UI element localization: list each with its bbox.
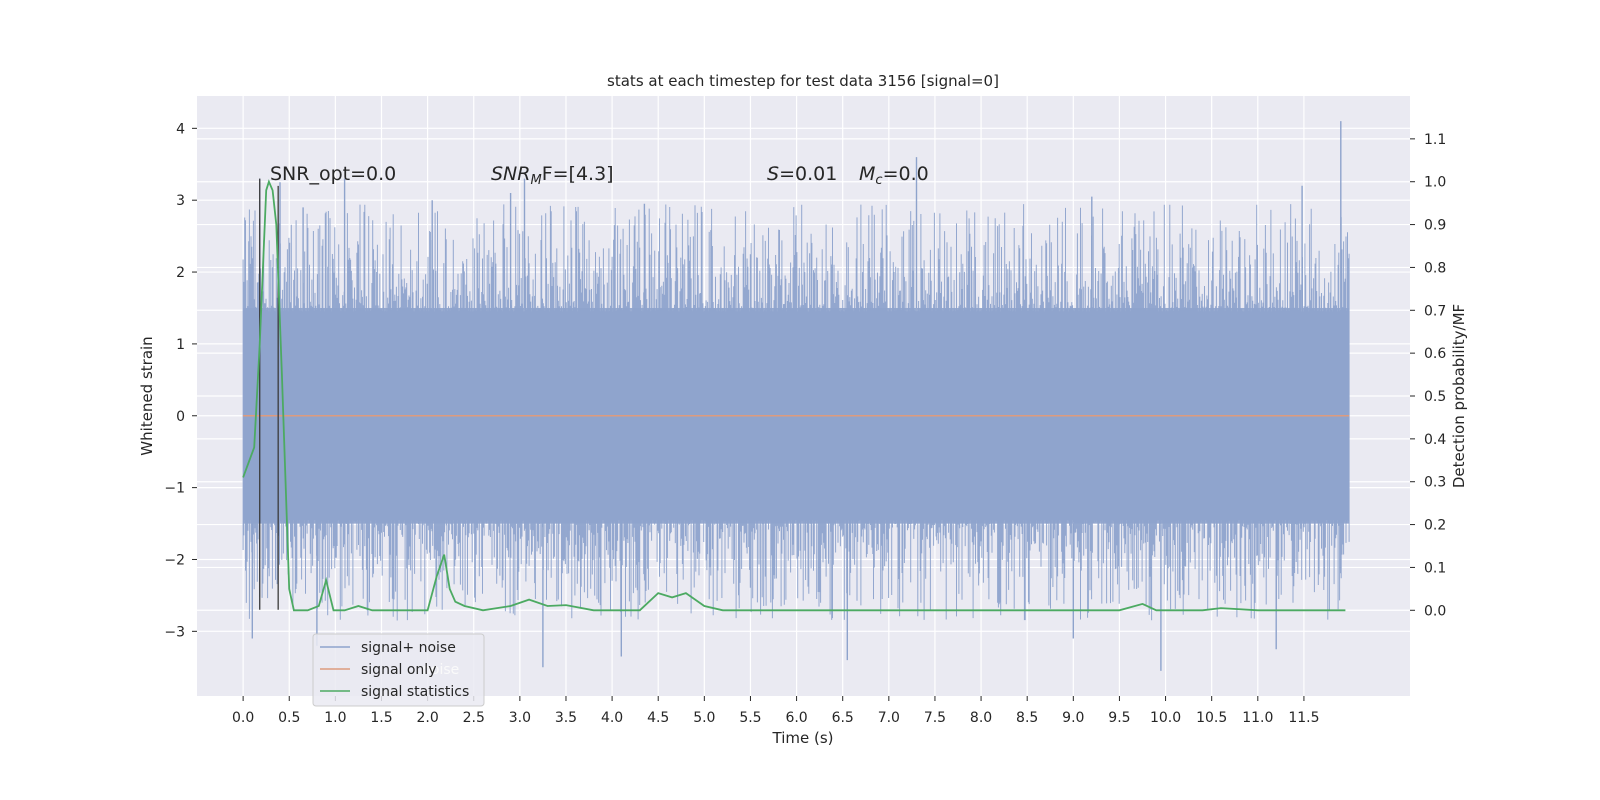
y-tick-label: 1 <box>176 337 185 353</box>
x-tick-label: 7.0 <box>878 710 900 726</box>
y-axis-label: Whitened strain <box>138 336 156 455</box>
chart-title: stats at each timestep for test data 315… <box>607 72 999 90</box>
x-tick-label: 9.0 <box>1062 710 1084 726</box>
y-tick-label: −1 <box>164 481 185 497</box>
y-tick-label: 3 <box>176 193 185 209</box>
legend: noise signal+ noise signal only signal s… <box>312 633 485 707</box>
x-tick-label: 3.5 <box>555 710 577 726</box>
y-right-tick-label: 0.6 <box>1424 346 1446 362</box>
x-tick-label: 0.0 <box>232 710 254 726</box>
x-tick-label: 2.0 <box>416 710 438 726</box>
y-tick-label: −2 <box>164 552 185 568</box>
y-tick-label: 4 <box>176 121 185 137</box>
x-tick-label: 3.0 <box>509 710 531 726</box>
y-tick-label: −3 <box>164 624 185 640</box>
x-tick-label: 5.0 <box>693 710 715 726</box>
x-tick-label: 7.5 <box>924 710 946 726</box>
snr-mf-sub: M <box>530 173 541 188</box>
y-right-tick-label: 0.8 <box>1424 260 1446 276</box>
x-tick-label: 4.5 <box>647 710 669 726</box>
x-tick-label: 0.5 <box>278 710 300 726</box>
mc-rest: =0.0 <box>883 163 929 185</box>
y-right-tick-label: 1.0 <box>1424 175 1446 191</box>
signal-statistics-series <box>242 179 1346 612</box>
y-right-tick-label: 0.2 <box>1424 518 1446 534</box>
x-tick-label: 9.5 <box>1108 710 1130 726</box>
annotation-mc: Mc=0.0 <box>859 163 929 188</box>
y-tick-label: 2 <box>176 265 185 281</box>
mc-base: M <box>859 163 875 185</box>
signal-statistics-line <box>242 179 1346 612</box>
y-tick-label: 0 <box>176 409 185 425</box>
y-right-tick-label: 1.1 <box>1424 132 1446 148</box>
snr-mf-base: SNR <box>491 163 530 185</box>
x-tick-label: 10.5 <box>1196 710 1227 726</box>
x-tick-label: 8.0 <box>970 710 992 726</box>
noise-trace <box>242 204 1350 621</box>
x-tick-label: 11.0 <box>1242 710 1273 726</box>
x-tick-label: 1.5 <box>370 710 392 726</box>
x-tick-label: 10.0 <box>1150 710 1181 726</box>
y-right-tick-label: 0.5 <box>1424 389 1446 405</box>
y-right-tick-label: 0.1 <box>1424 560 1446 576</box>
x-axis-label: Time (s) <box>772 729 834 747</box>
x-tick-label: 4.0 <box>601 710 623 726</box>
legend-box <box>312 633 485 707</box>
s-base: S <box>767 163 779 185</box>
y-axis-label-right: Detection probability/MF <box>1450 304 1468 488</box>
snr-mf-rest: F=[4.3] <box>542 163 614 185</box>
legend-label-noise: signal+ noise <box>361 640 456 656</box>
tick-layer: 0.0 0.5 1.0 1.5 2.0 2.5 3.0 3.5 4.0 4.5 5.0 5.5 6.0 6… <box>164 121 1446 726</box>
annotation-snr-opt: SNR_opt=0.0 <box>270 163 396 185</box>
legend-label-stats: signal statistics <box>361 684 469 700</box>
y-right-tick-label: 0.0 <box>1424 603 1446 619</box>
legend-label-signal: signal only <box>361 662 436 678</box>
legend-ghost-text: noise <box>422 662 459 678</box>
x-tick-label: 6.0 <box>785 710 807 726</box>
annotation-s: S=0.01 <box>767 163 837 185</box>
x-tick-label: 1.0 <box>324 710 346 726</box>
x-tick-label: 5.5 <box>739 710 761 726</box>
y-right-tick-label: 0.9 <box>1424 218 1446 234</box>
x-tick-label: 11.5 <box>1288 710 1319 726</box>
y-right-tick-label: 0.7 <box>1424 303 1446 319</box>
y-right-tick-label: 0.3 <box>1424 475 1446 491</box>
x-tick-label: 8.5 <box>1016 710 1038 726</box>
x-tick-label: 6.5 <box>832 710 854 726</box>
x-tick-label: 2.5 <box>463 710 485 726</box>
s-rest: =0.01 <box>779 163 837 185</box>
annotation-snr-mf: SNRMF=[4.3] <box>491 163 614 188</box>
y-right-tick-label: 0.4 <box>1424 432 1446 448</box>
mc-sub: c <box>875 173 882 188</box>
